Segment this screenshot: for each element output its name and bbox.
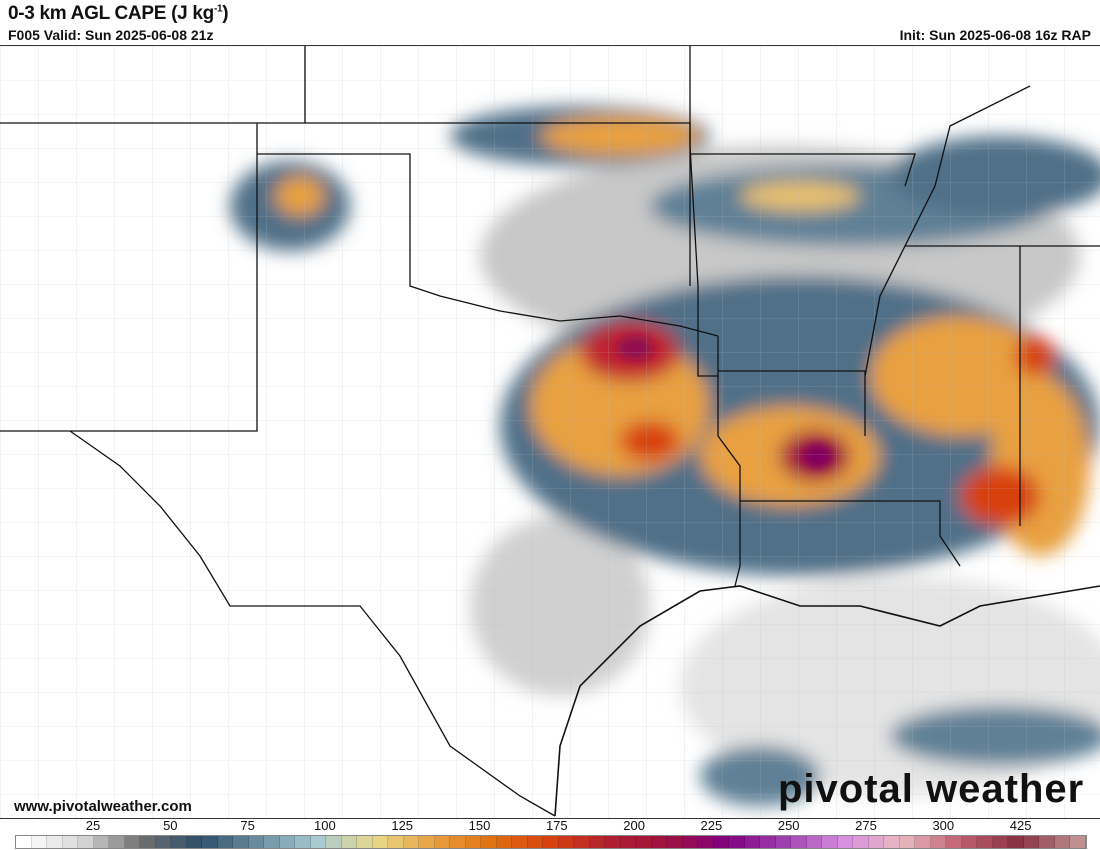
colorbar-swatch [837,836,853,848]
colorbar-swatch [853,836,869,848]
colorbar-swatch [326,836,342,848]
colorbar-swatch [388,836,404,848]
colorbar-swatch [419,836,435,848]
colorbar-label: 175 [545,818,568,833]
colorbar-swatch [760,836,776,848]
colorbar-swatch [124,836,140,848]
colorbar-swatch [977,836,993,848]
colorbar-swatch [667,836,683,848]
map-canvas [0,46,1100,818]
colorbar-swatch [574,836,590,848]
colorbar-swatch [31,836,47,848]
colorbar-swatch [806,836,822,848]
state-borders [0,46,1100,817]
website-url: www.pivotalweather.com [14,798,192,815]
colorbar-swatch [1008,836,1024,848]
colorbar-swatch [589,836,605,848]
county-lines [0,46,1100,818]
colorbar-swatch [822,836,838,848]
colorbar-swatch [217,836,233,848]
colorbar-swatch [651,836,667,848]
colorbar [15,835,1087,849]
colorbar-swatch [713,836,729,848]
colorbar-swatch [295,836,311,848]
colorbar-swatch [682,836,698,848]
colorbar-swatch [992,836,1008,848]
colorbar-swatch [264,836,280,848]
colorbar-label: 425 [1009,818,1032,833]
colorbar-swatch [140,836,156,848]
colorbar-swatch [884,836,900,848]
colorbar-label: 200 [623,818,645,833]
colorbar-swatch [527,836,543,848]
colorbar-swatch [248,836,264,848]
colorbar-swatch [1039,836,1055,848]
colorbar-label: 250 [777,818,800,833]
colorbar-swatch [930,836,946,848]
colorbar-swatch [357,836,373,848]
colorbar-swatch [791,836,807,848]
colorbar-swatch [1023,836,1039,848]
colorbar-swatch [233,836,249,848]
colorbar-swatch [403,836,419,848]
colorbar-swatch [775,836,791,848]
colorbar-swatch [620,836,636,848]
colorbar-swatch [109,836,125,848]
colorbar-label: 225 [700,818,723,833]
colorbar-swatch [171,836,187,848]
colorbar-swatch [93,836,109,848]
colorbar-swatch [16,836,32,848]
map-title: 0-3 km AGL CAPE (J kg-1) [8,3,229,24]
colorbar-swatch [78,836,94,848]
cape-map [0,45,1100,819]
colorbar-swatch [915,836,931,848]
colorbar-swatch [636,836,652,848]
colorbar-label: 50 [163,818,178,833]
colorbar-swatch [465,836,481,848]
colorbar-swatch [698,836,714,848]
colorbar-swatch [1070,836,1086,848]
colorbar-swatch [481,836,497,848]
colorbar-swatch [558,836,574,848]
colorbar-swatch [450,836,466,848]
colorbar-label: 275 [855,818,877,833]
colorbar-swatch [47,836,63,848]
pivotal-weather-logo: pivotal weather [778,767,1085,811]
colorbar-label: 25 [85,818,101,833]
colorbar-swatch [372,836,388,848]
colorbar-swatch [744,836,760,848]
colorbar-swatch [62,836,78,848]
colorbar-swatch [1054,836,1070,848]
colorbar-label: 125 [391,818,414,833]
valid-time: F005 Valid: Sun 2025-06-08 21z [8,27,214,43]
colorbar-swatch [543,836,559,848]
colorbar-swatch [496,836,512,848]
colorbar-swatch [279,836,295,848]
colorbar-swatch [729,836,745,848]
colorbar-swatch [512,836,528,848]
colorbar-swatch [868,836,884,848]
colorbar-label: 100 [314,818,336,833]
colorbar-swatch [961,836,977,848]
colorbar-swatch [186,836,202,848]
colorbar-swatch [341,836,357,848]
colorbar-label: 150 [468,818,491,833]
colorbar-swatch [155,836,171,848]
colorbar-swatch [202,836,218,848]
colorbar-label: 300 [932,818,955,833]
colorbar-swatch [946,836,962,848]
colorbar-swatch [899,836,915,848]
init-time: Init: Sun 2025-06-08 16z RAP [899,27,1091,43]
colorbar-label: 75 [240,818,255,833]
colorbar-swatch [434,836,450,848]
colorbar-swatch [310,836,326,848]
colorbar-swatch [605,836,621,848]
